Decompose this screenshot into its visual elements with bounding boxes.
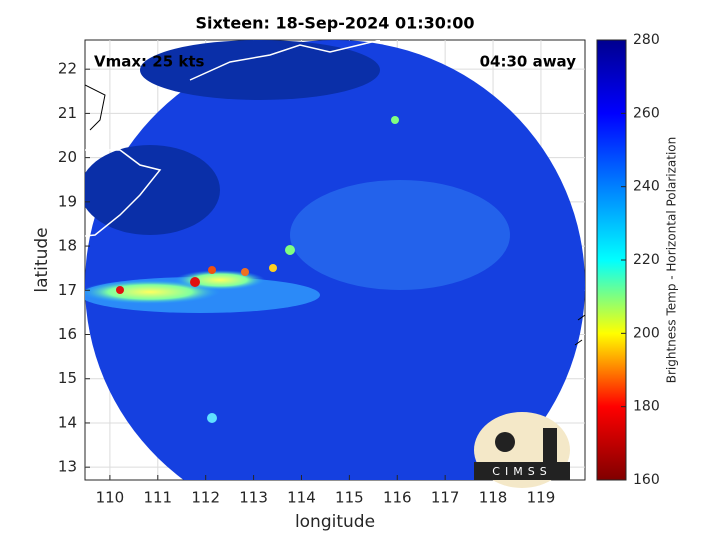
y-tick-label: 16 — [58, 325, 77, 343]
y-tick-label: 18 — [58, 237, 77, 255]
x-tick-label: 113 — [239, 489, 268, 507]
x-axis-label: longitude — [295, 512, 375, 532]
y-axis-label: latitude — [32, 227, 52, 292]
x-tick-label: 118 — [479, 489, 508, 507]
colorbar-tick-label: 220 — [633, 252, 660, 268]
colorbar-label: Brightness Temp - Horizontal Polarizatio… — [665, 137, 679, 384]
annotation: 04:30 away — [480, 53, 577, 71]
x-tick-label: 111 — [143, 489, 172, 507]
colorbar-tick-label: 200 — [633, 325, 660, 341]
x-tick-label: 115 — [335, 489, 364, 507]
y-tick-label: 19 — [58, 192, 77, 210]
colorbar-tick-label: 180 — [633, 399, 660, 415]
annotation: Vmax: 25 kts — [94, 53, 204, 71]
y-tick-label: 15 — [58, 369, 77, 387]
x-tick-label: 112 — [191, 489, 220, 507]
x-tick-label: 119 — [527, 489, 556, 507]
x-tick-label: 110 — [96, 489, 125, 507]
logo: CIMSS — [474, 412, 570, 488]
imagery — [85, 40, 585, 480]
x-tick-label: 114 — [287, 489, 316, 507]
y-tick-label: 17 — [58, 281, 77, 299]
x-tick-label: 117 — [431, 489, 460, 507]
colorbar-tick-label: 260 — [633, 105, 660, 121]
y-tick-label: 13 — [58, 458, 77, 476]
y-tick-label: 20 — [58, 148, 77, 166]
logo-text: CIMSS — [492, 465, 551, 478]
colorbar-tick-label: 160 — [633, 472, 660, 488]
chart-title: Sixteen: 18-Sep-2024 01:30:00 — [195, 14, 474, 33]
y-tick-label: 14 — [58, 413, 77, 431]
x-tick-label: 116 — [383, 489, 412, 507]
y-tick-label: 22 — [58, 60, 77, 78]
colorbar-tick-label: 280 — [633, 32, 660, 48]
y-tick-label: 21 — [58, 104, 77, 122]
colorbar-tick-label: 240 — [633, 179, 660, 195]
